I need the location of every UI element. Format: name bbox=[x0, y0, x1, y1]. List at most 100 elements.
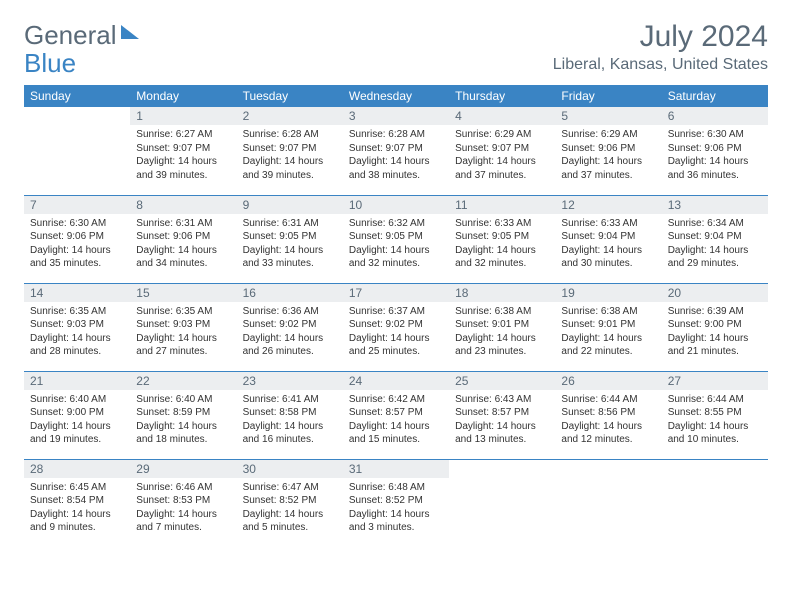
day-body: Sunrise: 6:31 AMSunset: 9:06 PMDaylight:… bbox=[130, 214, 236, 277]
calendar-cell: 12Sunrise: 6:33 AMSunset: 9:04 PMDayligh… bbox=[555, 195, 661, 283]
day-number: 21 bbox=[24, 372, 130, 390]
calendar-week: 21Sunrise: 6:40 AMSunset: 9:00 PMDayligh… bbox=[24, 371, 768, 459]
day-number: 22 bbox=[130, 372, 236, 390]
day-number: 1 bbox=[130, 107, 236, 125]
day-body: Sunrise: 6:28 AMSunset: 9:07 PMDaylight:… bbox=[343, 125, 449, 188]
day-number: 14 bbox=[24, 284, 130, 302]
day-body: Sunrise: 6:29 AMSunset: 9:07 PMDaylight:… bbox=[449, 125, 555, 188]
day-number: 7 bbox=[24, 196, 130, 214]
calendar-cell: 29Sunrise: 6:46 AMSunset: 8:53 PMDayligh… bbox=[130, 459, 236, 547]
day-number: 5 bbox=[555, 107, 661, 125]
calendar-cell: 14Sunrise: 6:35 AMSunset: 9:03 PMDayligh… bbox=[24, 283, 130, 371]
weekday-header: Saturday bbox=[662, 85, 768, 107]
weekday-header: Thursday bbox=[449, 85, 555, 107]
day-body: Sunrise: 6:29 AMSunset: 9:06 PMDaylight:… bbox=[555, 125, 661, 188]
logo-text-2: Blue bbox=[24, 48, 768, 79]
calendar-table: SundayMondayTuesdayWednesdayThursdayFrid… bbox=[24, 85, 768, 547]
day-number: 25 bbox=[449, 372, 555, 390]
calendar-week: 1Sunrise: 6:27 AMSunset: 9:07 PMDaylight… bbox=[24, 107, 768, 195]
day-body: Sunrise: 6:33 AMSunset: 9:04 PMDaylight:… bbox=[555, 214, 661, 277]
calendar-cell: 16Sunrise: 6:36 AMSunset: 9:02 PMDayligh… bbox=[237, 283, 343, 371]
logo-text-1: General bbox=[24, 20, 117, 51]
logo: General bbox=[24, 20, 139, 51]
calendar-cell: 4Sunrise: 6:29 AMSunset: 9:07 PMDaylight… bbox=[449, 107, 555, 195]
day-body: Sunrise: 6:45 AMSunset: 8:54 PMDaylight:… bbox=[24, 478, 130, 541]
day-number: 3 bbox=[343, 107, 449, 125]
calendar-cell bbox=[24, 107, 130, 195]
day-body: Sunrise: 6:44 AMSunset: 8:55 PMDaylight:… bbox=[662, 390, 768, 453]
day-body: Sunrise: 6:40 AMSunset: 8:59 PMDaylight:… bbox=[130, 390, 236, 453]
day-body: Sunrise: 6:33 AMSunset: 9:05 PMDaylight:… bbox=[449, 214, 555, 277]
calendar-cell: 31Sunrise: 6:48 AMSunset: 8:52 PMDayligh… bbox=[343, 459, 449, 547]
day-body: Sunrise: 6:35 AMSunset: 9:03 PMDaylight:… bbox=[130, 302, 236, 365]
day-body: Sunrise: 6:46 AMSunset: 8:53 PMDaylight:… bbox=[130, 478, 236, 541]
day-number: 6 bbox=[662, 107, 768, 125]
day-body: Sunrise: 6:42 AMSunset: 8:57 PMDaylight:… bbox=[343, 390, 449, 453]
calendar-cell: 13Sunrise: 6:34 AMSunset: 9:04 PMDayligh… bbox=[662, 195, 768, 283]
calendar-cell: 28Sunrise: 6:45 AMSunset: 8:54 PMDayligh… bbox=[24, 459, 130, 547]
weekday-header: Monday bbox=[130, 85, 236, 107]
day-number: 18 bbox=[449, 284, 555, 302]
day-number: 2 bbox=[237, 107, 343, 125]
weekday-header: Sunday bbox=[24, 85, 130, 107]
day-body: Sunrise: 6:40 AMSunset: 9:00 PMDaylight:… bbox=[24, 390, 130, 453]
day-number: 29 bbox=[130, 460, 236, 478]
calendar-cell: 26Sunrise: 6:44 AMSunset: 8:56 PMDayligh… bbox=[555, 371, 661, 459]
calendar-cell: 20Sunrise: 6:39 AMSunset: 9:00 PMDayligh… bbox=[662, 283, 768, 371]
day-body: Sunrise: 6:38 AMSunset: 9:01 PMDaylight:… bbox=[449, 302, 555, 365]
calendar-cell: 8Sunrise: 6:31 AMSunset: 9:06 PMDaylight… bbox=[130, 195, 236, 283]
day-body: Sunrise: 6:35 AMSunset: 9:03 PMDaylight:… bbox=[24, 302, 130, 365]
day-number: 16 bbox=[237, 284, 343, 302]
day-number: 17 bbox=[343, 284, 449, 302]
calendar-week: 7Sunrise: 6:30 AMSunset: 9:06 PMDaylight… bbox=[24, 195, 768, 283]
calendar-cell: 3Sunrise: 6:28 AMSunset: 9:07 PMDaylight… bbox=[343, 107, 449, 195]
calendar-head: SundayMondayTuesdayWednesdayThursdayFrid… bbox=[24, 85, 768, 107]
calendar-cell: 22Sunrise: 6:40 AMSunset: 8:59 PMDayligh… bbox=[130, 371, 236, 459]
day-body: Sunrise: 6:32 AMSunset: 9:05 PMDaylight:… bbox=[343, 214, 449, 277]
day-number: 15 bbox=[130, 284, 236, 302]
day-number: 4 bbox=[449, 107, 555, 125]
calendar-cell: 5Sunrise: 6:29 AMSunset: 9:06 PMDaylight… bbox=[555, 107, 661, 195]
day-number: 31 bbox=[343, 460, 449, 478]
logo-triangle-icon bbox=[121, 25, 139, 39]
day-body: Sunrise: 6:28 AMSunset: 9:07 PMDaylight:… bbox=[237, 125, 343, 188]
day-number: 27 bbox=[662, 372, 768, 390]
calendar-cell: 23Sunrise: 6:41 AMSunset: 8:58 PMDayligh… bbox=[237, 371, 343, 459]
calendar-cell: 30Sunrise: 6:47 AMSunset: 8:52 PMDayligh… bbox=[237, 459, 343, 547]
calendar-body: 1Sunrise: 6:27 AMSunset: 9:07 PMDaylight… bbox=[24, 107, 768, 547]
day-number: 28 bbox=[24, 460, 130, 478]
calendar-cell: 1Sunrise: 6:27 AMSunset: 9:07 PMDaylight… bbox=[130, 107, 236, 195]
calendar-cell: 21Sunrise: 6:40 AMSunset: 9:00 PMDayligh… bbox=[24, 371, 130, 459]
weekday-row: SundayMondayTuesdayWednesdayThursdayFrid… bbox=[24, 85, 768, 107]
day-body: Sunrise: 6:30 AMSunset: 9:06 PMDaylight:… bbox=[24, 214, 130, 277]
calendar-cell bbox=[662, 459, 768, 547]
day-body: Sunrise: 6:41 AMSunset: 8:58 PMDaylight:… bbox=[237, 390, 343, 453]
calendar-cell: 7Sunrise: 6:30 AMSunset: 9:06 PMDaylight… bbox=[24, 195, 130, 283]
calendar-cell: 17Sunrise: 6:37 AMSunset: 9:02 PMDayligh… bbox=[343, 283, 449, 371]
calendar-week: 14Sunrise: 6:35 AMSunset: 9:03 PMDayligh… bbox=[24, 283, 768, 371]
day-number: 26 bbox=[555, 372, 661, 390]
day-number: 13 bbox=[662, 196, 768, 214]
calendar-cell: 10Sunrise: 6:32 AMSunset: 9:05 PMDayligh… bbox=[343, 195, 449, 283]
day-number: 24 bbox=[343, 372, 449, 390]
day-body: Sunrise: 6:39 AMSunset: 9:00 PMDaylight:… bbox=[662, 302, 768, 365]
day-body: Sunrise: 6:44 AMSunset: 8:56 PMDaylight:… bbox=[555, 390, 661, 453]
day-body: Sunrise: 6:37 AMSunset: 9:02 PMDaylight:… bbox=[343, 302, 449, 365]
day-number: 10 bbox=[343, 196, 449, 214]
calendar-cell: 2Sunrise: 6:28 AMSunset: 9:07 PMDaylight… bbox=[237, 107, 343, 195]
calendar-cell bbox=[555, 459, 661, 547]
day-number: 23 bbox=[237, 372, 343, 390]
day-body: Sunrise: 6:48 AMSunset: 8:52 PMDaylight:… bbox=[343, 478, 449, 541]
day-body: Sunrise: 6:38 AMSunset: 9:01 PMDaylight:… bbox=[555, 302, 661, 365]
day-body: Sunrise: 6:47 AMSunset: 8:52 PMDaylight:… bbox=[237, 478, 343, 541]
day-number: 8 bbox=[130, 196, 236, 214]
calendar-cell: 27Sunrise: 6:44 AMSunset: 8:55 PMDayligh… bbox=[662, 371, 768, 459]
calendar-cell: 19Sunrise: 6:38 AMSunset: 9:01 PMDayligh… bbox=[555, 283, 661, 371]
calendar-cell: 24Sunrise: 6:42 AMSunset: 8:57 PMDayligh… bbox=[343, 371, 449, 459]
day-body: Sunrise: 6:34 AMSunset: 9:04 PMDaylight:… bbox=[662, 214, 768, 277]
weekday-header: Friday bbox=[555, 85, 661, 107]
calendar-cell: 25Sunrise: 6:43 AMSunset: 8:57 PMDayligh… bbox=[449, 371, 555, 459]
weekday-header: Tuesday bbox=[237, 85, 343, 107]
day-body: Sunrise: 6:27 AMSunset: 9:07 PMDaylight:… bbox=[130, 125, 236, 188]
calendar-week: 28Sunrise: 6:45 AMSunset: 8:54 PMDayligh… bbox=[24, 459, 768, 547]
